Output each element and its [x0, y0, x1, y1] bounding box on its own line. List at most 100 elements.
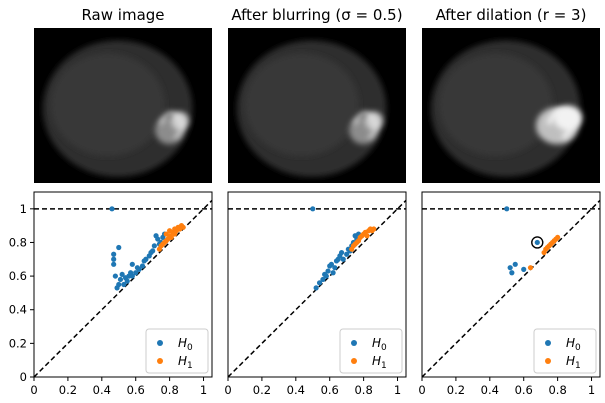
h0-point: [150, 248, 156, 254]
legend-box: [145, 328, 209, 374]
x-tick-label: 0: [418, 383, 425, 397]
diagonal-line: [227, 199, 407, 378]
h0-point: [124, 278, 130, 284]
h0-point: [313, 285, 319, 291]
x-tick-label: 1: [394, 383, 401, 397]
h0-point: [521, 266, 527, 272]
brain-tissue: [244, 53, 359, 156]
y-tick-label: 0.4: [9, 303, 27, 317]
h0-point: [112, 273, 118, 279]
h0-point: [136, 266, 142, 272]
x-tick-label: 0.2: [253, 383, 271, 397]
h1-point: [527, 265, 534, 271]
x-tick-label: 1: [588, 383, 595, 397]
x-tick-label: 0.6: [515, 383, 533, 397]
x-tick-label: 0.4: [93, 383, 111, 397]
h0-point: [507, 265, 513, 271]
h1-point: [371, 226, 377, 232]
h0-point: [509, 270, 515, 276]
plot-frame: [33, 191, 213, 378]
diagonal-line: [33, 199, 213, 378]
brain-image: [422, 28, 600, 183]
y-tick-label: 1: [20, 202, 27, 216]
h0-point: [151, 243, 157, 249]
lesion-rim: [353, 111, 378, 140]
legend-subscript: 1: [575, 361, 581, 371]
panel-title: Raw image: [81, 6, 164, 24]
legend-subscript: 0: [187, 343, 193, 353]
h0-point: [504, 206, 510, 212]
x-tick-label: 0.8: [354, 383, 372, 397]
h0-point: [119, 271, 125, 278]
legend-marker: [351, 340, 357, 346]
lesion-rim: [159, 111, 184, 140]
x-tick-label: 0.4: [481, 383, 499, 397]
h0-point: [111, 251, 117, 257]
y-tick-label: 0.6: [9, 269, 27, 283]
h0-point: [512, 261, 518, 267]
h0-point: [534, 239, 540, 246]
brain-image: [228, 28, 406, 183]
legend-subscript: 0: [381, 343, 387, 353]
x-tick-label: 0.4: [287, 383, 305, 397]
h0-point: [129, 261, 135, 267]
y-tick-label: 0.2: [9, 336, 27, 350]
h0-point: [316, 280, 323, 286]
h0-point: [111, 256, 117, 262]
legend-marker: [545, 340, 551, 346]
h1-point: [364, 233, 370, 239]
plot-frame: [421, 191, 601, 378]
x-tick-label: 0: [224, 383, 231, 397]
legend-marker: [545, 358, 551, 364]
plot-frame: [227, 191, 407, 378]
y-tick-label: 0: [20, 370, 27, 384]
panel-title: After dilation (r = 3): [436, 6, 587, 24]
legend-box: [339, 328, 403, 374]
highlight-ring: [531, 236, 544, 249]
y-tick-label: 0.8: [9, 235, 27, 249]
h0-point: [111, 261, 117, 267]
x-tick-label: 0.8: [160, 383, 178, 397]
legend-marker: [157, 358, 163, 364]
h0-point: [330, 270, 336, 276]
brain-tissue: [438, 53, 553, 156]
h0-point: [139, 263, 146, 269]
h0-point: [133, 270, 139, 276]
h0-point: [323, 273, 329, 279]
h0-point: [155, 236, 161, 242]
diagonal-line: [421, 199, 601, 378]
brain-image: [34, 28, 212, 183]
h0-point: [332, 265, 338, 271]
lesion-rim: [546, 110, 573, 141]
h1-point: [168, 234, 174, 241]
x-tick-label: 0.2: [59, 383, 77, 397]
legend-box: [533, 328, 597, 374]
h0-point: [325, 268, 331, 274]
x-tick-label: 0.6: [127, 383, 145, 397]
legend-subscript: 1: [187, 361, 193, 371]
x-tick-label: 1: [200, 383, 207, 397]
h0-point: [116, 281, 122, 288]
x-tick-label: 0.8: [548, 383, 566, 397]
legend-subscript: 0: [575, 343, 581, 353]
h0-point: [109, 206, 115, 212]
h0-point: [117, 276, 124, 283]
h0-point: [328, 261, 335, 267]
h0-point: [320, 276, 326, 283]
legend-subscript: 1: [381, 361, 387, 371]
h1-point: [180, 224, 186, 230]
h0-point: [340, 256, 346, 262]
brain-tissue: [50, 53, 165, 156]
x-tick-label: 0.6: [321, 383, 339, 397]
h0-point: [143, 256, 149, 262]
h0-point: [121, 281, 127, 288]
x-tick-label: 0: [30, 383, 37, 397]
h0-point: [310, 206, 316, 212]
